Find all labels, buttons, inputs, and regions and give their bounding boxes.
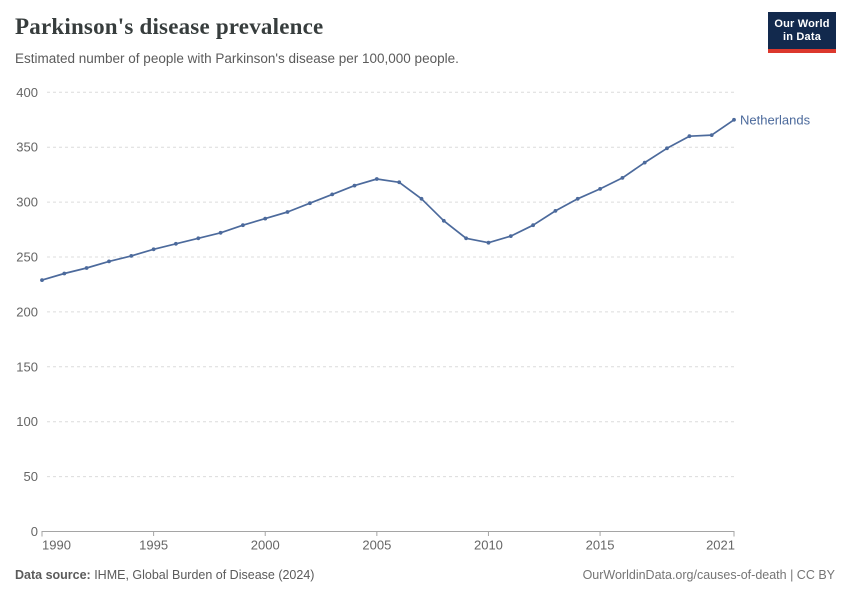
y-tick-label: 200 — [16, 304, 38, 319]
data-point — [352, 183, 357, 188]
netherlands-line[interactable] — [41, 118, 735, 281]
data-point — [263, 216, 268, 221]
data-point — [129, 254, 134, 258]
x-tick-label: 1995 — [139, 538, 168, 553]
data-point — [40, 278, 44, 282]
data-point — [218, 230, 223, 235]
data-point — [732, 117, 736, 122]
data-point — [598, 187, 602, 191]
chart-subtitle: Estimated number of people with Parkinso… — [15, 51, 459, 66]
data-point — [374, 177, 379, 181]
license-credit[interactable]: OurWorldinData.org/causes-of-death | CC … — [582, 568, 835, 582]
data-point — [553, 209, 558, 213]
data-point — [665, 146, 669, 151]
y-tick-label: 150 — [16, 359, 38, 374]
data-point — [241, 223, 245, 228]
data-source: Data source: IHME, Global Burden of Dise… — [15, 568, 314, 582]
y-tick-label: 250 — [16, 250, 38, 265]
data-point — [397, 180, 402, 185]
data-point — [107, 259, 111, 264]
data-source-text: IHME, Global Burden of Disease (2024) — [90, 568, 315, 582]
y-tick-label: 350 — [16, 140, 38, 155]
chart-footer: Data source: IHME, Global Burden of Dise… — [0, 566, 850, 588]
y-tick-label: 0 — [31, 524, 38, 539]
x-tick-label: 1990 — [42, 538, 71, 553]
data-point — [575, 196, 580, 201]
data-point — [441, 218, 446, 223]
x-tick-label: 2021 — [706, 538, 735, 553]
data-point — [151, 247, 156, 252]
y-tick-label: 100 — [16, 414, 38, 429]
data-point — [709, 133, 714, 138]
data-source-label: Data source: — [15, 568, 91, 582]
owid-logo-line2: in Data — [782, 30, 822, 43]
data-point — [642, 160, 647, 165]
x-tick-label: 2005 — [362, 538, 391, 553]
x-tick-label: 2015 — [586, 538, 615, 553]
data-point — [620, 176, 625, 180]
data-point — [508, 234, 513, 239]
data-point — [464, 236, 468, 241]
chart-title: Parkinson's disease prevalence — [15, 14, 324, 39]
data-point — [330, 192, 335, 197]
y-tick-label: 300 — [16, 195, 38, 210]
y-tick-label: 400 — [16, 85, 38, 100]
data-point — [486, 240, 491, 245]
data-point — [62, 271, 67, 276]
data-point — [196, 236, 201, 241]
data-point — [531, 223, 535, 228]
data-point — [285, 210, 290, 214]
y-tick-label: 50 — [24, 469, 38, 484]
data-point — [687, 134, 692, 139]
series-label-netherlands[interactable]: Netherlands — [740, 112, 811, 127]
x-axis — [41, 531, 735, 537]
data-point — [308, 201, 312, 206]
x-tick-label: 2010 — [474, 538, 503, 553]
data-point — [84, 266, 89, 270]
x-tick-label: 2000 — [251, 538, 280, 553]
data-point — [174, 241, 178, 246]
owid-logo-line1: Our World — [774, 17, 830, 30]
owid-logo[interactable]: Our World in Data — [768, 12, 836, 53]
data-point — [419, 196, 424, 201]
